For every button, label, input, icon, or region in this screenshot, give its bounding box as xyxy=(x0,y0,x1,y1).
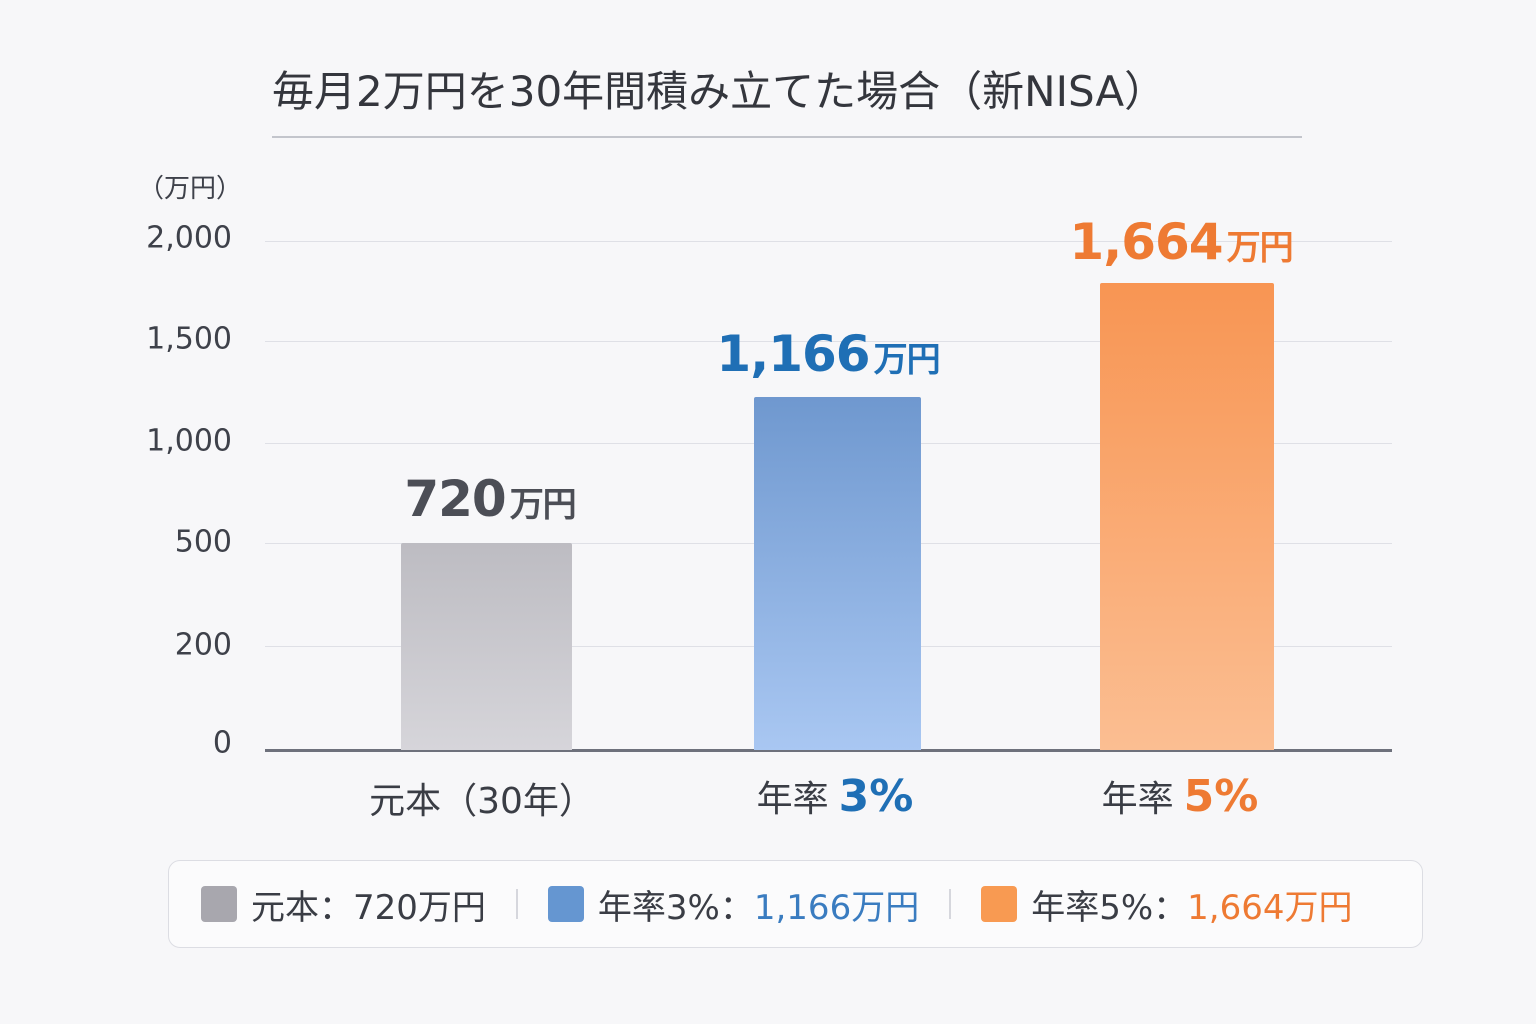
legend-item-principal: 元本： 720万円 xyxy=(201,880,486,929)
category-text: 年率 xyxy=(1101,779,1174,820)
value-unit: 万円 xyxy=(1226,228,1294,268)
y-tick-200: 200 xyxy=(174,627,232,663)
bar-rate-3 xyxy=(754,397,921,750)
category-label-rate-3: 年率 3% xyxy=(757,770,914,822)
legend-item-rate-3: 年率3%： 1,166万円 xyxy=(547,880,920,929)
legend-label: 年率3%： xyxy=(597,887,754,928)
legend-separator xyxy=(949,889,952,919)
value-unit: 万円 xyxy=(509,485,577,525)
legend-value: 1,664万円 xyxy=(1187,887,1353,928)
legend: 元本： 720万円 年率3%： 1,166万円 年率5%： 1,664万円 xyxy=(168,860,1423,948)
legend-value: 1,166万円 xyxy=(753,887,920,928)
category-text: 元本（30年） xyxy=(369,781,595,822)
gridline-1500 xyxy=(265,341,1392,342)
bar-principal xyxy=(401,543,572,750)
category-text: 年率 xyxy=(756,779,829,820)
category-label-principal: 元本（30年） xyxy=(369,772,595,824)
legend-separator xyxy=(515,889,518,919)
value-label-rate-5: 1,664 万円 xyxy=(1069,213,1294,271)
legend-label: 元本： xyxy=(251,887,353,928)
value-number: 720 xyxy=(404,470,506,528)
legend-swatch-rate-5 xyxy=(981,886,1018,922)
y-tick-2000: 2,000 xyxy=(146,220,232,256)
legend-swatch-principal xyxy=(201,886,237,922)
category-rate: 3% xyxy=(838,771,914,822)
value-label-principal: 720 万円 xyxy=(404,470,577,528)
legend-label: 年率5%： xyxy=(1031,887,1188,928)
legend-value: 720万円 xyxy=(353,887,486,928)
x-axis-line xyxy=(265,749,1392,752)
value-label-rate-3: 1,166 万円 xyxy=(716,325,941,383)
value-number: 1,664 xyxy=(1069,213,1223,271)
y-tick-1000: 1,000 xyxy=(146,423,232,459)
y-tick-1500: 1,500 xyxy=(146,321,232,357)
category-rate: 5% xyxy=(1183,771,1259,822)
category-label-rate-5: 年率 5% xyxy=(1102,770,1259,822)
bar-rate-5 xyxy=(1100,283,1274,750)
legend-item-rate-5: 年率5%： 1,664万円 xyxy=(981,880,1353,929)
y-tick-0: 0 xyxy=(212,725,232,761)
gridline-2000 xyxy=(265,241,1392,242)
y-axis-unit: （万円） xyxy=(138,174,243,204)
y-tick-500: 500 xyxy=(174,524,232,560)
value-number: 1,166 xyxy=(716,325,870,383)
value-unit: 万円 xyxy=(873,340,941,380)
legend-swatch-rate-3 xyxy=(547,886,584,922)
title-underline xyxy=(272,136,1302,138)
chart-title: 毎月2万円を30年間積み立てた場合（新NISA） xyxy=(272,67,1167,116)
